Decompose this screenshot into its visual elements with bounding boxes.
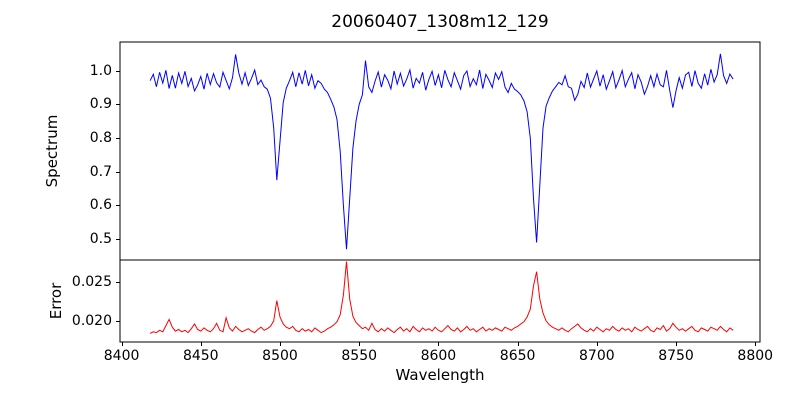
x-axis-label: Wavelength [395, 366, 485, 384]
x-tick-label: 8750 [658, 348, 694, 364]
error-y-tick-label: 0.025 [71, 273, 112, 290]
x-tick-label: 8450 [182, 348, 219, 364]
x-tick-label: 8650 [499, 348, 536, 364]
error-panel-frame [119, 259, 761, 343]
x-tick-label: 8500 [262, 348, 298, 364]
x-tick-label: 8600 [420, 348, 457, 364]
x-tick-label: 8700 [579, 348, 615, 364]
x-tick-label: 8550 [341, 348, 378, 364]
chart-title: 20060407_1308m12_129 [331, 12, 549, 32]
spectrum-line [149, 53, 734, 250]
spectrum-y-tick-label: 0.5 [89, 231, 112, 248]
spectrum-y-tick-label: 0.6 [89, 197, 112, 214]
spectrum-panel-frame [119, 41, 761, 261]
spectrum-y-tick-label: 0.7 [89, 163, 112, 180]
error-y-tick-label: 0.020 [71, 312, 112, 329]
x-tick-label: 8800 [737, 348, 774, 364]
spectrum-y-tick-label: 0.8 [89, 130, 112, 147]
spectrum-y-tick-label: 1.0 [89, 62, 112, 79]
spectrum-y-tick-label: 0.9 [89, 96, 112, 113]
x-tick-label: 8400 [103, 348, 140, 364]
error-line [149, 261, 734, 334]
